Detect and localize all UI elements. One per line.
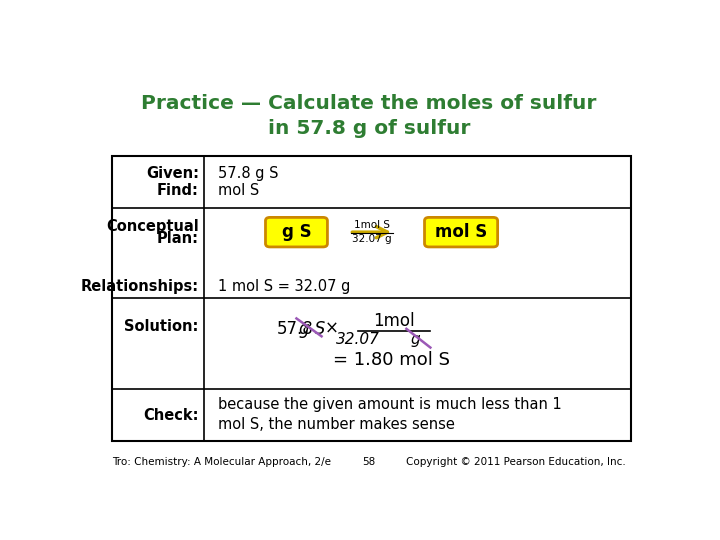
Bar [112, 156, 631, 441]
Text: g S: g S [282, 223, 311, 241]
Text: 57.8: 57.8 [277, 320, 314, 338]
Text: Practice — Calculate the moles of sulfur: Practice — Calculate the moles of sulfur [141, 93, 597, 112]
Text: g: g [411, 332, 420, 347]
Text: because the given amount is much less than 1: because the given amount is much less th… [218, 397, 562, 412]
Text: mol S: mol S [218, 183, 260, 198]
Text: mol S, the number makes sense: mol S, the number makes sense [218, 417, 455, 432]
Text: in 57.8 g of sulfur: in 57.8 g of sulfur [268, 118, 470, 138]
Text: g S: g S [300, 320, 325, 338]
Text: 1mol S: 1mol S [354, 220, 390, 231]
Text: Given:: Given: [146, 166, 199, 180]
FancyBboxPatch shape [425, 218, 498, 247]
Text: Conceptual: Conceptual [106, 219, 199, 234]
Text: 1 mol S = 32.07 g: 1 mol S = 32.07 g [218, 279, 351, 294]
Text: 1mol: 1mol [373, 312, 415, 330]
Text: 58: 58 [362, 457, 376, 467]
Text: Tro: Chemistry: A Molecular Approach, 2/e: Tro: Chemistry: A Molecular Approach, 2/… [112, 457, 331, 467]
Text: Copyright © 2011 Pearson Education, Inc.: Copyright © 2011 Pearson Education, Inc. [406, 457, 626, 467]
Text: Solution:: Solution: [125, 319, 199, 334]
Text: 32.07: 32.07 [336, 332, 380, 347]
Text: Check:: Check: [143, 408, 199, 423]
Text: Relationships:: Relationships: [81, 279, 199, 294]
Text: Plan:: Plan: [157, 231, 199, 246]
Text: = 1.80 mol S: = 1.80 mol S [333, 351, 450, 369]
FancyBboxPatch shape [266, 218, 328, 247]
Text: mol S: mol S [435, 223, 487, 241]
Text: Find:: Find: [157, 183, 199, 198]
Text: ×: × [324, 320, 338, 338]
Text: 57.8 g S: 57.8 g S [218, 166, 279, 180]
Text: 32.07 g: 32.07 g [352, 234, 392, 244]
